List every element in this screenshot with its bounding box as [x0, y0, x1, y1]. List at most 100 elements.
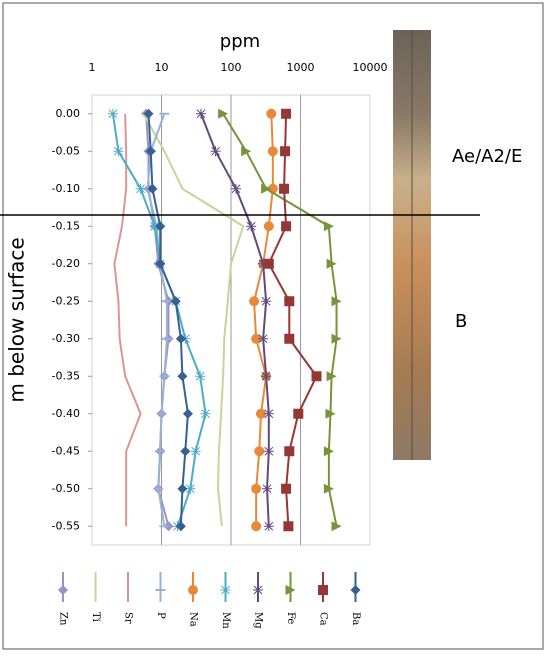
point — [262, 483, 273, 494]
point — [155, 258, 166, 269]
point — [326, 371, 337, 382]
x-axis-title: ppm — [220, 31, 260, 52]
point — [280, 146, 291, 157]
y-tick-label: 0.00 — [56, 107, 81, 120]
point — [263, 221, 274, 232]
legend-label: P — [155, 612, 166, 619]
point — [246, 221, 257, 232]
point — [230, 183, 241, 194]
point — [185, 483, 196, 494]
point — [251, 333, 262, 344]
point — [258, 333, 269, 344]
y-tick-label: -0.50 — [52, 482, 80, 495]
point — [266, 108, 277, 119]
legend-label: Ca — [318, 612, 329, 626]
y-tick-label: -0.45 — [52, 444, 80, 457]
y-tick-label: -0.15 — [52, 219, 80, 232]
series-line — [111, 113, 207, 527]
y-tick-label: -0.35 — [52, 369, 80, 382]
point — [155, 221, 166, 232]
point — [113, 146, 124, 157]
point — [281, 108, 292, 119]
legend-marker — [58, 585, 68, 595]
y-tick-label: -0.20 — [52, 257, 80, 270]
legend-label: Fe — [285, 612, 296, 624]
series-line — [200, 113, 270, 527]
series-line — [142, 113, 245, 527]
point — [323, 483, 334, 494]
x-tick-label: 1000 — [287, 61, 315, 74]
point — [263, 446, 274, 457]
point — [200, 408, 211, 419]
point — [293, 408, 304, 419]
point — [180, 446, 191, 457]
y-tick-label: -0.30 — [52, 332, 80, 345]
y-tick-label: -0.25 — [52, 294, 80, 307]
point — [195, 108, 206, 119]
legend-label: Zn — [58, 612, 69, 626]
point — [145, 146, 156, 157]
point — [218, 108, 229, 119]
y-axis-title: m below surface — [5, 237, 29, 402]
point — [195, 371, 206, 382]
legend-marker — [318, 585, 328, 595]
point — [331, 333, 342, 344]
point — [281, 221, 292, 232]
point — [190, 446, 201, 457]
legend-label: Mn — [220, 612, 231, 629]
point — [323, 221, 334, 232]
point — [281, 483, 292, 494]
y-tick-label: -0.55 — [52, 519, 80, 532]
point — [325, 408, 336, 419]
point — [284, 296, 295, 307]
x-tick-label: 1 — [89, 61, 96, 74]
y-tick-label: -0.10 — [52, 182, 80, 195]
point — [258, 258, 269, 269]
point — [284, 333, 295, 344]
point — [331, 521, 342, 532]
point — [135, 183, 146, 194]
point — [147, 183, 158, 194]
series-line — [113, 113, 142, 527]
legend-label: Ba — [350, 612, 361, 625]
point — [143, 108, 154, 119]
point — [107, 108, 118, 119]
point — [241, 146, 252, 157]
point — [284, 446, 295, 457]
legend-marker — [285, 585, 296, 595]
legend-label: Na — [188, 612, 199, 627]
x-tick-label: 10000 — [353, 61, 388, 74]
point — [210, 146, 221, 157]
point — [255, 408, 266, 419]
point — [261, 371, 272, 382]
legend-marker — [350, 585, 361, 595]
series-line — [147, 113, 189, 527]
point — [177, 483, 188, 494]
legend-marker — [188, 585, 198, 595]
series-line — [146, 113, 169, 527]
x-tick-label: 10 — [155, 61, 169, 74]
point — [261, 183, 272, 194]
point — [177, 371, 188, 382]
point — [283, 521, 294, 532]
point — [326, 258, 337, 269]
point — [249, 296, 260, 307]
legend-label: Mg — [253, 612, 264, 629]
x-tick-label: 100 — [221, 61, 242, 74]
point — [170, 296, 181, 307]
point — [261, 296, 272, 307]
annotation: B — [455, 311, 467, 332]
legend-label: Sr — [123, 612, 134, 624]
series-line — [253, 113, 274, 527]
point — [263, 258, 274, 269]
series-line — [222, 113, 338, 527]
point — [279, 183, 290, 194]
point — [331, 296, 342, 307]
point — [175, 521, 186, 532]
y-tick-label: -0.05 — [52, 144, 80, 157]
annotation: Ae/A2/E — [452, 146, 522, 167]
point — [251, 521, 262, 532]
point — [311, 371, 322, 382]
point — [263, 521, 274, 532]
